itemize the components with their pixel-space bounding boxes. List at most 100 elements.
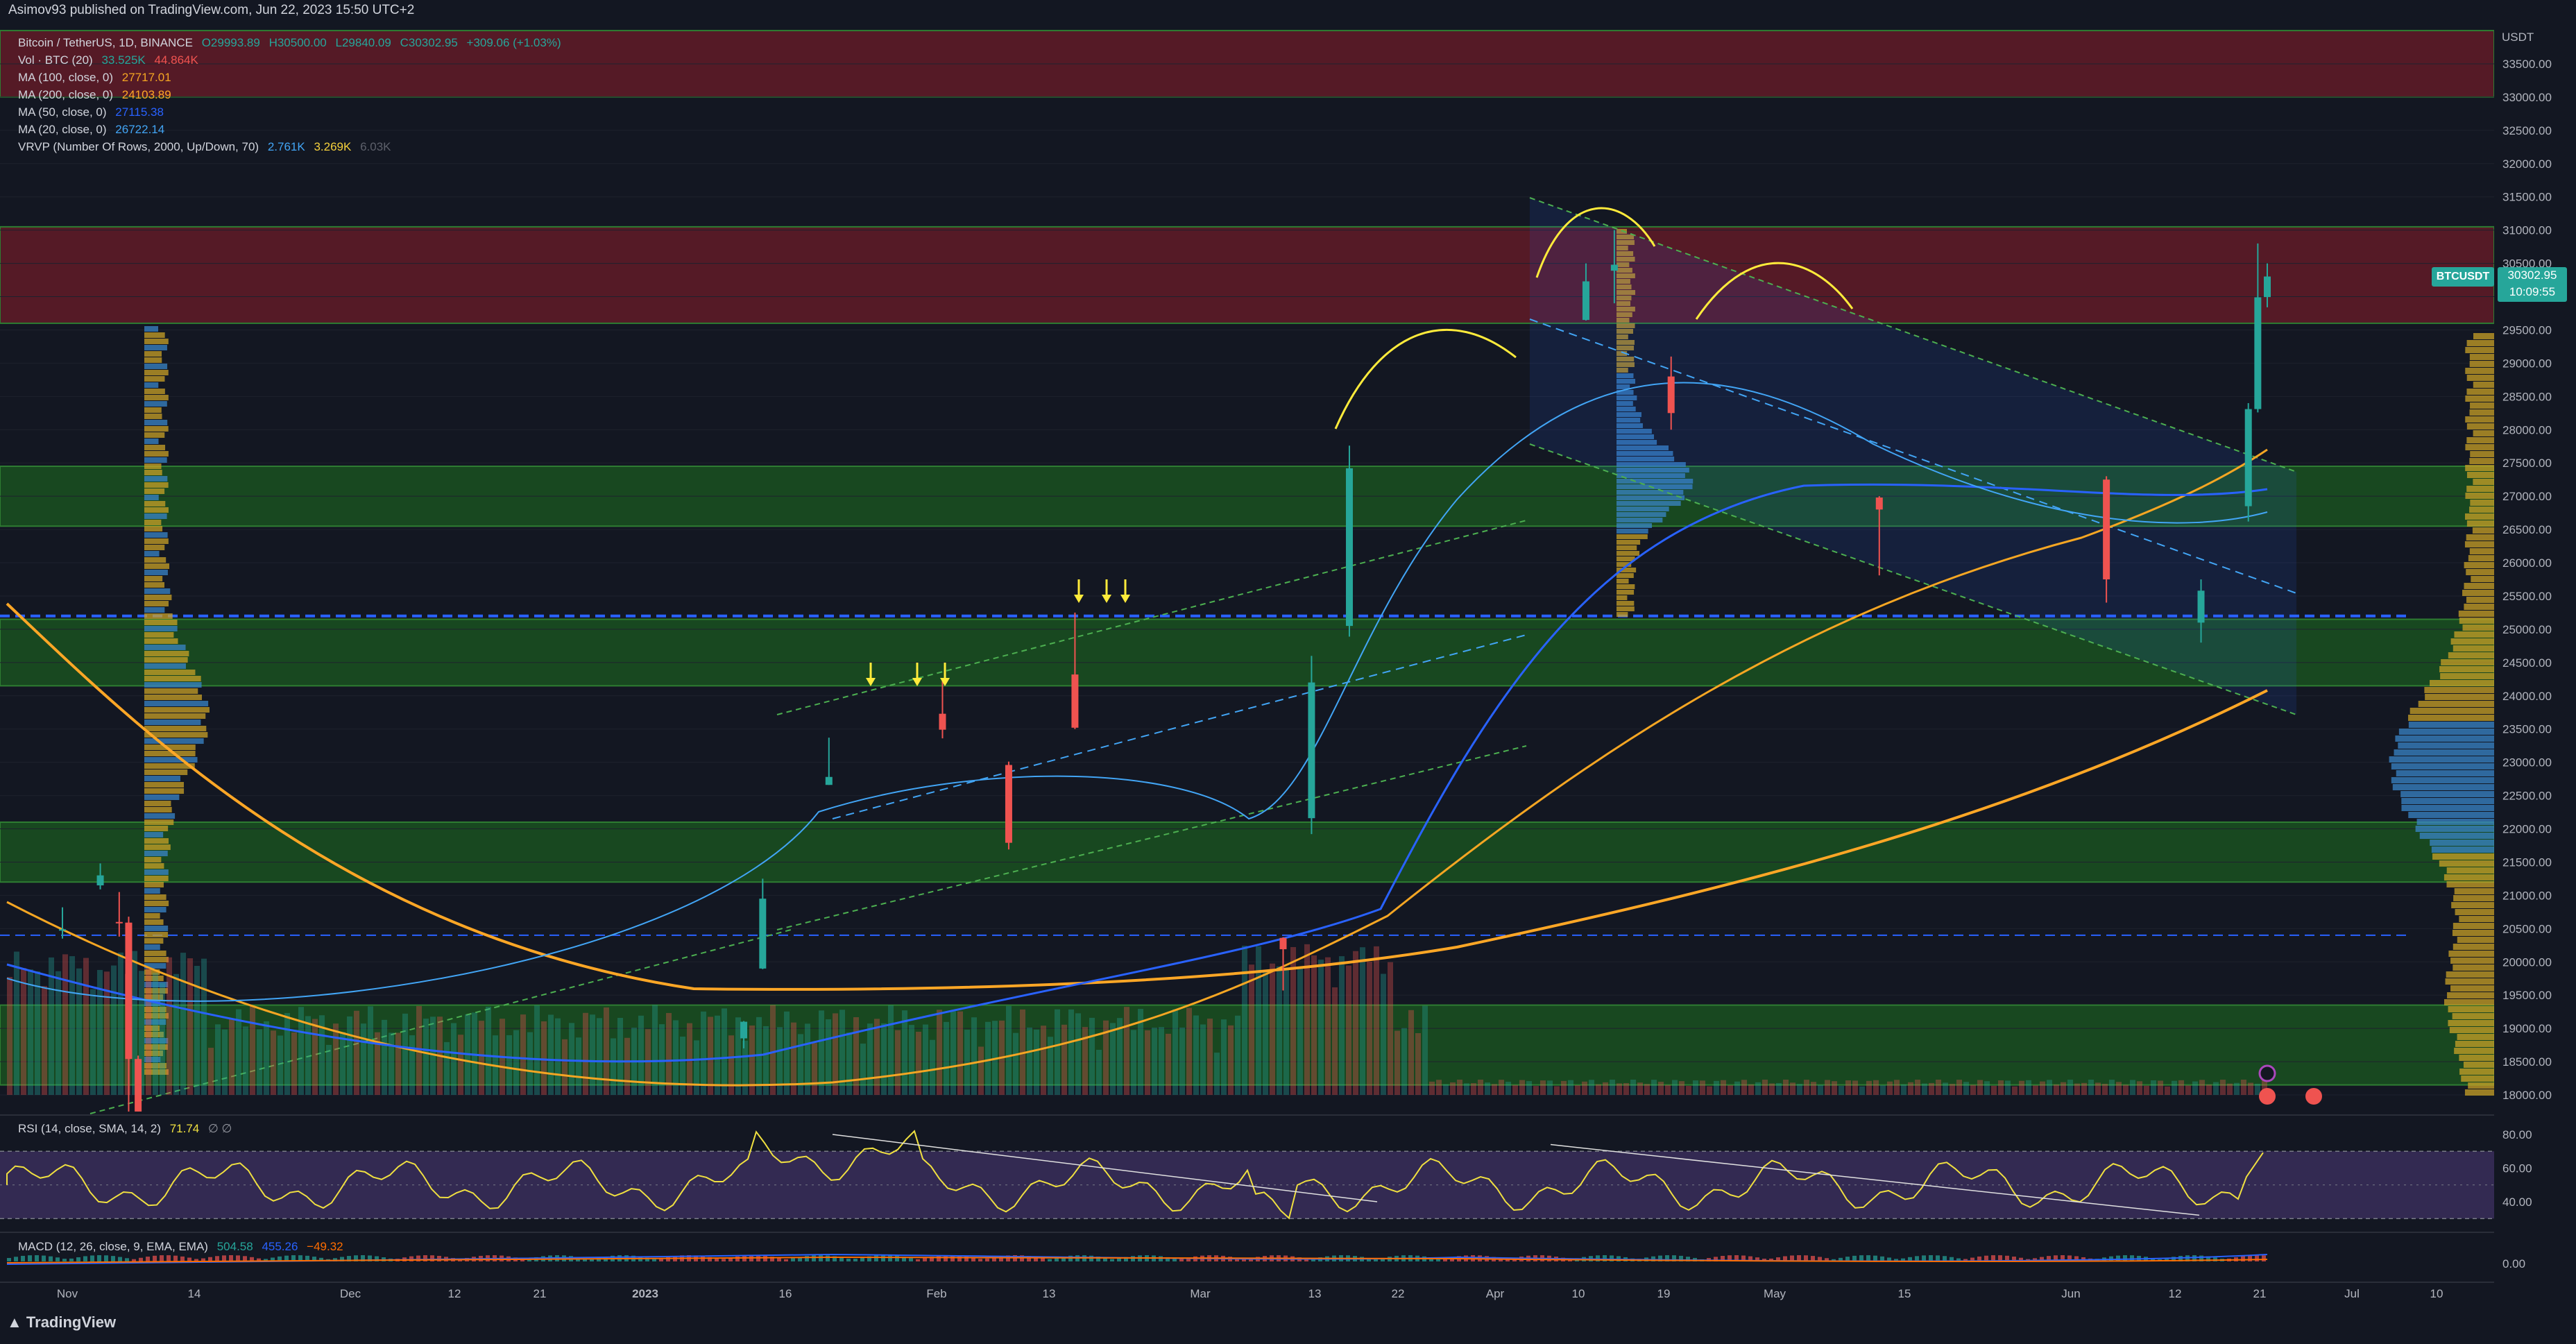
volume-profile-row	[1617, 384, 1630, 389]
macd-histogram-bar	[2116, 1255, 2120, 1261]
volume-profile-row	[2462, 624, 2494, 631]
volume-bar	[722, 1008, 727, 1095]
candle-body	[2103, 479, 2110, 579]
volume-profile-row	[144, 1019, 167, 1025]
macd-histogram-bar	[97, 1255, 101, 1261]
price-axis-tick-label: 33000.00	[2502, 91, 2552, 104]
macd-histogram-bar	[1179, 1259, 1184, 1261]
candle-body	[115, 921, 123, 924]
volume-bar	[860, 1044, 866, 1095]
volume-profile-row	[1617, 445, 1669, 450]
volume-bar	[1839, 1085, 1844, 1095]
volume-bar	[1429, 1081, 1435, 1095]
tradingview-logo[interactable]: ▲ TradingView	[7, 1313, 116, 1332]
volume-profile-row	[1617, 579, 1629, 584]
legend-macd-macd: 455.26	[262, 1240, 298, 1253]
volume-bar	[1110, 1023, 1116, 1095]
arrow-down-icon	[866, 678, 876, 686]
volume-bar	[1041, 1026, 1046, 1095]
macd-histogram-bar	[1970, 1257, 1974, 1261]
macd-histogram-bar	[923, 1257, 927, 1261]
macd-axis-tick-label: 0.00	[2502, 1257, 2525, 1270]
volume-profile-row	[144, 538, 169, 544]
macd-histogram-bar	[1505, 1259, 1510, 1261]
volume-bar	[1388, 962, 1393, 1095]
macd-histogram-bar	[798, 1257, 802, 1261]
macd-histogram-bar	[354, 1255, 358, 1261]
macd-histogram-bar	[1610, 1255, 1614, 1261]
macd-histogram-bar	[56, 1257, 60, 1261]
volume-bar	[2144, 1085, 2149, 1095]
volume-bar	[909, 1025, 914, 1095]
volume-profile-row	[2466, 569, 2494, 575]
price-axis-tick-label: 33500.00	[2502, 58, 2552, 71]
volume-profile-row	[144, 720, 201, 725]
volume-bar	[14, 951, 19, 1095]
volume-profile-row	[144, 988, 168, 994]
legend-macd-row[interactable]: MACD (12, 26, close, 9, EMA, EMA) 504.58…	[18, 1240, 349, 1254]
volume-profile-row	[1617, 412, 1641, 417]
volume-profile-row	[144, 482, 169, 488]
macd-histogram-bar	[104, 1255, 108, 1261]
volume-profile-row	[144, 938, 164, 944]
macd-histogram-bar	[201, 1258, 205, 1261]
legend-rsi-row[interactable]: RSI (14, close, SMA, 14, 2) 71.74 ∅ ∅	[18, 1122, 237, 1136]
volume-bar	[770, 1005, 776, 1095]
legend-ma50-row[interactable]: MA (50, close, 0) 27115.38	[18, 105, 169, 119]
time-axis-tick-label: 15	[1898, 1287, 1911, 1300]
macd-histogram-bar	[999, 1256, 1003, 1261]
legend-ma20-row[interactable]: MA (20, close, 0) 26722.14	[18, 123, 170, 137]
legend-ma200-row[interactable]: MA (200, close, 0) 24103.89	[18, 88, 177, 102]
volume-profile-row	[144, 969, 160, 975]
volume-bar	[1499, 1080, 1504, 1095]
volume-profile-row	[144, 626, 178, 631]
volume-bar	[2213, 1082, 2219, 1095]
volume-bar	[1887, 1081, 1893, 1095]
volume-bar	[2047, 1080, 2052, 1095]
volume-bar	[1457, 1080, 1462, 1095]
price-axis-tick-label: 23500.00	[2502, 723, 2552, 736]
volume-bar	[1776, 1082, 1782, 1095]
volume-bar	[728, 1035, 734, 1095]
volume-bar	[180, 953, 186, 1095]
volume-bar	[1117, 1018, 1123, 1095]
volume-profile-row	[2452, 1013, 2494, 1019]
candle-body	[1071, 674, 1079, 728]
macd-histogram-bar	[722, 1259, 726, 1261]
tradingview-logo-icon: ▲	[7, 1313, 22, 1331]
volume-profile-row	[144, 732, 208, 738]
volume-profile-row	[144, 932, 169, 937]
volume-profile-row	[1617, 562, 1632, 567]
legend-symbol-title[interactable]: Bitcoin / TetherUS, 1D, BINANCE	[18, 36, 193, 49]
time-axis-tick-label: Mar	[1190, 1287, 1211, 1300]
legend-vrvp-row[interactable]: VRVP (Number Of Rows, 2000, Up/Down, 70)…	[18, 140, 397, 154]
volume-bar	[1568, 1080, 1573, 1095]
legend-volume-row[interactable]: Vol · BTC (20) 33.525K 44.864K	[18, 53, 204, 67]
volume-profile-row	[2466, 472, 2494, 478]
volume-bar	[1193, 1015, 1199, 1095]
candle-body	[740, 1021, 748, 1039]
volume-profile-row	[2466, 437, 2494, 443]
macd-histogram-bar	[2172, 1257, 2176, 1261]
volume-bar	[229, 1019, 234, 1095]
event-flag-icon	[2259, 1088, 2276, 1105]
volume-bar	[1055, 1009, 1060, 1095]
volume-profile-row	[144, 407, 162, 413]
volume-profile-row	[2441, 659, 2494, 665]
volume-profile-row	[1617, 457, 1675, 461]
volume-profile-row	[2465, 368, 2494, 374]
volume-bar	[2234, 1082, 2240, 1095]
volume-profile-row	[1617, 290, 1635, 295]
volume-profile-row	[1617, 395, 1637, 400]
legend-macd-hist: 504.58	[216, 1240, 253, 1253]
volume-bar	[853, 1017, 859, 1095]
legend-ma100-row[interactable]: MA (100, close, 0) 27717.01	[18, 71, 177, 85]
volume-bar	[382, 1019, 387, 1095]
volume-profile-row	[144, 389, 165, 394]
volume-profile-row	[2446, 881, 2494, 887]
volume-bar	[243, 1026, 248, 1095]
macd-histogram-bar	[319, 1257, 323, 1261]
volume-profile-row	[2466, 597, 2494, 603]
ma20-line	[6, 382, 2268, 1002]
